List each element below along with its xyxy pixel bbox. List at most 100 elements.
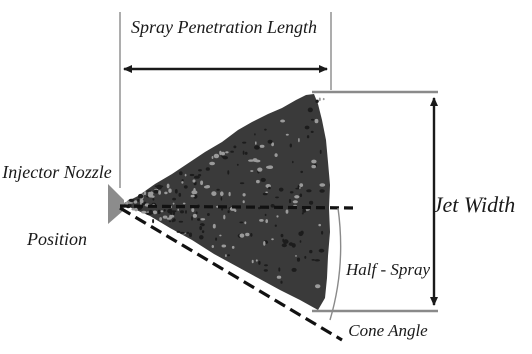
spray-droplet (158, 190, 162, 195)
spray-droplet (309, 249, 313, 254)
spray-droplet (276, 275, 282, 279)
spray-droplet (143, 191, 147, 196)
spray-droplet (225, 254, 227, 258)
half-spray-label: Half - Spray (345, 260, 431, 279)
spray-droplet (257, 167, 263, 172)
spray-cone (122, 94, 330, 310)
spray-droplet (182, 202, 186, 205)
spray-droplet (146, 190, 152, 192)
spray-droplet (285, 133, 289, 136)
spray-droplet (294, 195, 300, 199)
spray-droplet (186, 231, 190, 235)
spray-droplet (157, 185, 164, 188)
spray-droplet (127, 202, 134, 204)
spray-droplet (296, 257, 301, 262)
spray-droplet (239, 233, 245, 238)
spray-droplet (172, 202, 175, 205)
spray-droplet (319, 189, 325, 193)
spray-droplet (233, 145, 237, 149)
spray-droplet (242, 193, 246, 197)
spray-droplet (150, 192, 153, 196)
spray-droplet (299, 240, 302, 243)
spray-droplet (311, 159, 317, 164)
spray-droplet (304, 125, 310, 130)
spray-droplet (188, 232, 193, 238)
spray-droplet (306, 189, 312, 193)
spray-droplet (299, 193, 303, 198)
spray-droplet (264, 213, 267, 217)
spray-droplet (306, 135, 310, 139)
spray-droplet (255, 259, 258, 262)
spray-droplet (242, 150, 245, 155)
spray-droplet (174, 189, 178, 194)
spray-droplet (280, 119, 286, 123)
spray-droplet (278, 267, 281, 272)
cone-boundary-line (119, 206, 343, 342)
spray-droplet (227, 254, 231, 257)
spray-droplet (154, 185, 160, 188)
spray-droplet (162, 215, 168, 219)
spray-droplet (219, 150, 222, 155)
spray-droplet (191, 216, 193, 221)
spray-droplet (271, 142, 274, 147)
spray-droplet (195, 211, 198, 215)
spray-droplet (263, 269, 268, 272)
spray-droplet (197, 218, 201, 221)
spray-droplet (125, 201, 129, 205)
spray-droplet (307, 107, 313, 113)
spray-droplet (200, 218, 206, 221)
spray-droplet (179, 171, 183, 176)
spray-droplet (321, 230, 324, 235)
spray-droplet (213, 153, 220, 159)
spray-droplet (300, 170, 304, 174)
spray-droplet (245, 232, 250, 237)
spray-droplet (251, 259, 254, 264)
spray-droplet (177, 208, 179, 211)
spray-droplet (137, 193, 144, 199)
spray-droplet (292, 200, 298, 204)
spray-droplet (281, 243, 287, 248)
spray-droplet (211, 191, 217, 197)
spray-droplet (314, 259, 321, 262)
spray-droplet (250, 233, 253, 237)
spray-droplet (315, 99, 319, 104)
spray-droplet (264, 264, 268, 267)
spray-droplet (244, 221, 247, 225)
spray-droplet (256, 179, 260, 184)
spray-droplet (311, 164, 317, 169)
spray-droplet (157, 209, 161, 214)
spray-droplet (212, 223, 216, 229)
spray-droplet (180, 210, 184, 214)
spray-droplet (150, 212, 154, 215)
spray-droplet (172, 210, 176, 216)
spray-droplet (302, 208, 307, 213)
spray-droplet (244, 151, 248, 155)
spray-droplet (319, 183, 326, 187)
spray-droplet (265, 219, 269, 224)
spray-droplet (239, 221, 244, 224)
spray-droplet (219, 234, 222, 237)
penetration-length-label: Spray Penetration Length (131, 17, 317, 37)
spray-droplet (266, 165, 272, 169)
spray-droplet (153, 189, 159, 194)
spray-droplet (309, 200, 314, 205)
spray-droplet (270, 204, 275, 208)
spray-droplet (178, 192, 182, 197)
spray-droplet (191, 190, 198, 195)
spray-droplet (200, 180, 204, 186)
spray-droplet (260, 177, 266, 182)
spray-droplet (211, 245, 214, 248)
spray-texture (122, 97, 326, 289)
spray-droplet (259, 144, 265, 148)
spray-droplet (254, 133, 256, 136)
spray-droplet (318, 223, 322, 227)
spray-droplet (152, 219, 155, 224)
spray-droplet (166, 183, 170, 189)
spray-droplet (310, 130, 314, 133)
spray-droplet (258, 206, 261, 210)
spray-droplet (160, 210, 164, 213)
spray-droplet (178, 220, 184, 223)
spray-droplet (278, 187, 284, 192)
spray-droplet (267, 139, 273, 144)
spray-droplet (168, 220, 172, 223)
